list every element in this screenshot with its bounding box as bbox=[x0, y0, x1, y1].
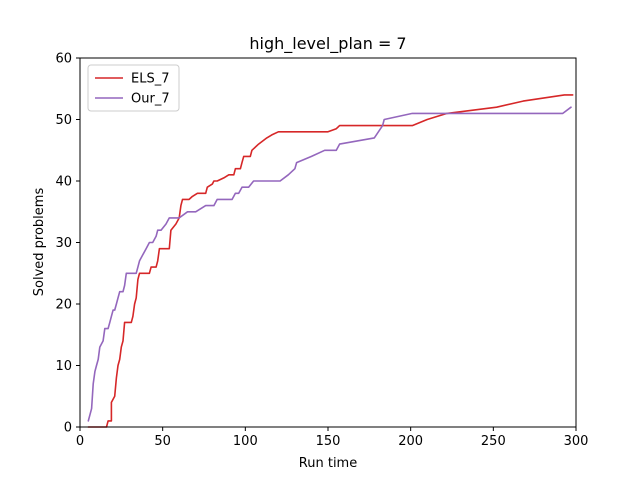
legend-box bbox=[87, 64, 180, 112]
series-layer bbox=[87, 94, 574, 428]
y-tick-label: 20 bbox=[55, 298, 72, 313]
y-tick-label: 10 bbox=[55, 359, 72, 374]
x-tick-label: 0 bbox=[76, 434, 84, 449]
y-tick-label: 0 bbox=[64, 421, 72, 436]
x-tick-label: 50 bbox=[154, 434, 171, 449]
x-tick-label: 300 bbox=[564, 434, 589, 449]
legend: ELS_7 Our_7 bbox=[87, 64, 180, 112]
x-tick-label: 150 bbox=[316, 434, 341, 449]
x-tick-label: 250 bbox=[481, 434, 506, 449]
x-axis: 0 50 100 150 200 250 300 bbox=[76, 427, 589, 449]
x-axis-label: Run time bbox=[299, 456, 357, 471]
y-tick-label: 40 bbox=[55, 175, 72, 190]
x-tick-label: 100 bbox=[233, 434, 258, 449]
series-line-els-7 bbox=[87, 94, 574, 428]
legend-label: ELS_7 bbox=[131, 72, 169, 87]
series-line-our-7 bbox=[87, 106, 572, 422]
legend-label: Our_7 bbox=[131, 92, 170, 107]
y-axis: 0 10 20 30 40 50 60 bbox=[55, 52, 80, 436]
y-tick-label: 60 bbox=[55, 52, 72, 67]
x-tick-label: 200 bbox=[398, 434, 423, 449]
y-tick-label: 50 bbox=[55, 113, 72, 128]
chart-title: high_level_plan = 7 bbox=[249, 34, 406, 54]
y-axis-label: Solved problems bbox=[32, 188, 47, 297]
y-tick-label: 30 bbox=[55, 236, 72, 251]
